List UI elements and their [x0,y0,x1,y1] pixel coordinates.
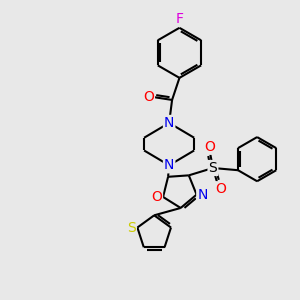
Text: O: O [215,182,226,196]
Text: S: S [127,220,136,235]
Text: O: O [205,140,215,154]
Text: N: N [164,116,174,130]
Text: N: N [197,188,208,202]
Text: F: F [176,12,183,26]
Text: N: N [164,158,174,172]
Text: S: S [208,161,217,175]
Text: O: O [151,190,162,204]
Text: O: O [143,90,154,104]
